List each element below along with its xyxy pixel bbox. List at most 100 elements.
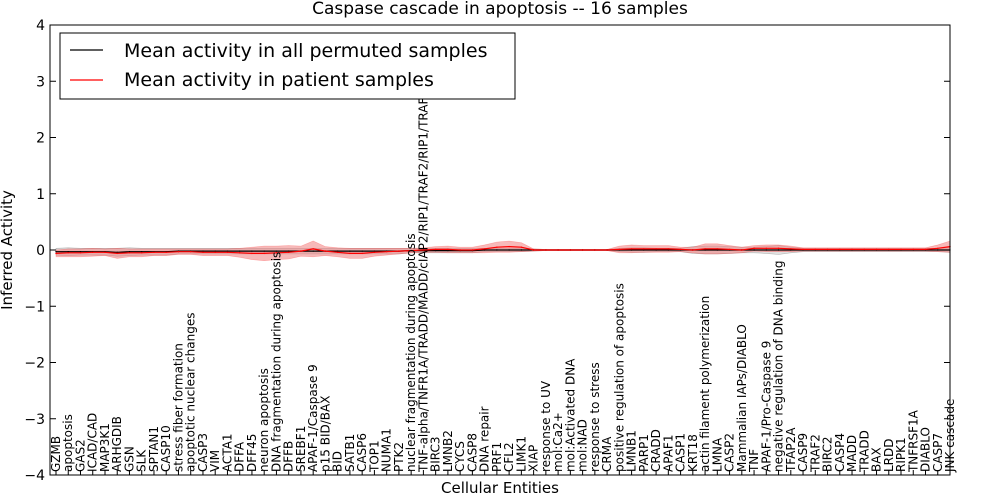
category-label: KRT18: [686, 434, 700, 472]
point-patient: [337, 251, 339, 253]
point-patient: [692, 249, 694, 251]
point-patient: [581, 249, 584, 251]
category-label: DIABLO: [919, 427, 933, 472]
category-label: response to UV: [539, 380, 553, 472]
category-label: CYCS: [453, 441, 467, 472]
category-label: TRAF2: [808, 434, 822, 473]
point-patient: [410, 249, 412, 252]
point-patient: [900, 248, 902, 251]
category-label: response to stress: [588, 362, 602, 472]
point-patient: [679, 248, 682, 251]
point-patient: [508, 245, 510, 248]
point-patient: [190, 251, 192, 253]
point-patient: [728, 248, 731, 251]
point-patient: [667, 248, 669, 250]
category-label: MAP3K1: [98, 423, 112, 472]
category-label: SLK: [135, 449, 149, 472]
point-patient: [373, 251, 376, 253]
category-label: stress fiber formation: [172, 343, 186, 472]
point-patient: [594, 249, 596, 251]
point-permuted: [447, 249, 449, 252]
point-permuted: [643, 249, 645, 251]
y-tick-label: 0: [36, 243, 45, 259]
point-patient: [55, 252, 57, 255]
legend: Mean activity in all permuted samples Me…: [59, 32, 516, 100]
point-permuted: [483, 249, 486, 251]
category-label: actin filament polymerization: [698, 296, 712, 472]
category-label: GAS2: [74, 439, 88, 472]
point-permuted: [704, 249, 706, 251]
point-patient: [67, 252, 69, 254]
y-tick-label: −3: [24, 412, 45, 428]
category-label: mol:Ca2+: [551, 412, 565, 472]
y-tick-label: 1: [36, 187, 45, 203]
point-patient: [177, 251, 180, 253]
point-patient: [753, 247, 755, 249]
y-tick-label: 3: [36, 74, 45, 90]
category-label: LMNA: [710, 437, 724, 472]
point-permuted: [263, 250, 265, 252]
point-patient: [202, 251, 204, 253]
point-patient: [398, 250, 400, 252]
category-label: BIRC3: [429, 436, 443, 472]
category-label: PRF1: [490, 442, 504, 472]
category-label: TNF: [747, 449, 761, 473]
category-label: PARP1: [637, 434, 651, 472]
point-permuted: [508, 249, 510, 251]
category-label: SREBF1: [294, 426, 308, 472]
point-patient: [741, 249, 743, 251]
category-label: mol:NAD: [576, 419, 590, 472]
category-label: neuron apoptosis: [257, 368, 271, 472]
point-patient: [79, 252, 82, 254]
category-label: CASP2: [723, 433, 737, 472]
category-label: SATB1: [343, 434, 357, 472]
point-patient: [888, 248, 890, 251]
x-axis-label: Cellular Entities: [441, 479, 559, 497]
category-label: CASP3: [196, 433, 210, 472]
point-patient: [618, 248, 620, 251]
point-patient: [814, 248, 816, 251]
category-label: APAF1: [661, 435, 675, 472]
category-labels: GZMBapoptosisGAS2ICAD/CADMAP3K1ARHGDIBGS…: [49, 51, 957, 473]
point-permuted: [373, 250, 376, 252]
point-patient: [239, 252, 241, 254]
category-label: p15 BID/BAX: [318, 396, 332, 472]
category-label: ICAD/CAD: [86, 413, 100, 472]
category-label: VIM: [208, 450, 222, 472]
point-patient: [839, 248, 841, 251]
category-label: SPTAN1: [147, 426, 161, 472]
category-label: LRDD: [882, 439, 896, 473]
point-permuted: [67, 251, 69, 253]
variance-bands: [55, 240, 951, 262]
category-label: APAF-1/Pro-Caspase 9: [759, 341, 773, 472]
point-permuted: [226, 250, 229, 252]
point-permuted: [141, 251, 143, 253]
category-label: CASP8: [465, 433, 479, 472]
point-patient: [606, 249, 608, 251]
category-label: ACTA1: [221, 433, 235, 472]
point-patient: [251, 252, 253, 255]
point-patient: [386, 251, 388, 253]
point-patient: [630, 248, 633, 250]
line-patient: [55, 245, 951, 255]
point-patient: [532, 249, 535, 251]
point-patient: [300, 250, 302, 252]
point-permuted: [937, 249, 939, 251]
category-label: ARHGDIB: [110, 416, 124, 472]
point-permuted: [239, 250, 241, 252]
point-patient: [520, 246, 523, 248]
category-label: apoptosis: [61, 414, 75, 472]
point-permuted: [790, 249, 792, 251]
point-permuted: [630, 249, 633, 251]
point-patient: [104, 251, 106, 253]
point-permuted: [716, 249, 718, 251]
point-patient: [557, 249, 559, 251]
category-label: NUMA1: [380, 428, 394, 472]
point-patient: [765, 247, 767, 249]
point-permuted: [434, 249, 437, 252]
point-patient: [704, 248, 706, 250]
category-label: CASP6: [355, 433, 369, 472]
point-permuted: [116, 251, 118, 253]
point-permuted: [520, 249, 523, 251]
